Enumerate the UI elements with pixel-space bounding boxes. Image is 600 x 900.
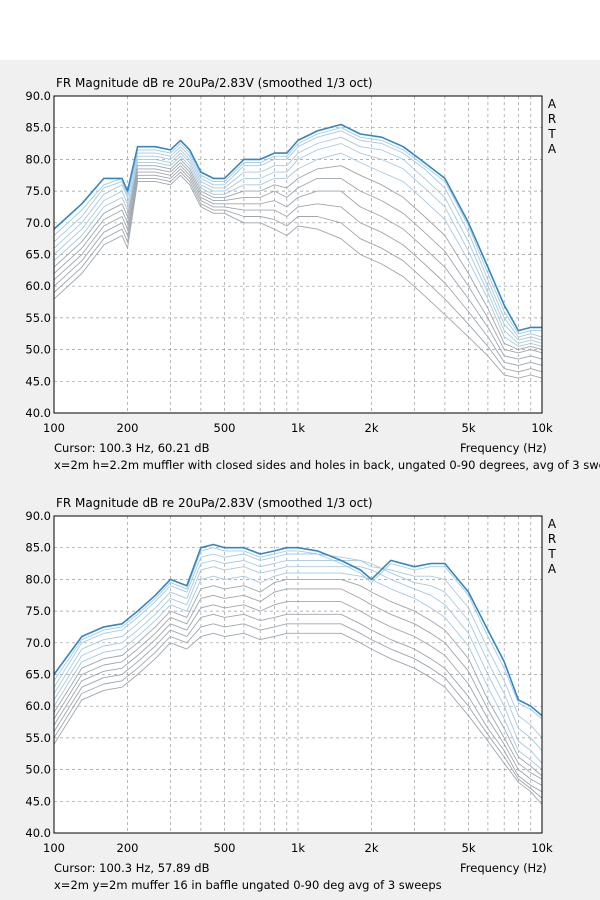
x-axis-label: Frequency (Hz)	[460, 441, 547, 455]
y-tick-label: 70.0	[25, 216, 51, 230]
x-tick-label: 200	[117, 841, 139, 855]
plot-frame	[53, 95, 543, 414]
series-line	[53, 162, 543, 354]
cursor-readout: Cursor: 100.3 Hz, 57.89 dB	[54, 861, 210, 875]
y-tick-label: 85.0	[25, 121, 51, 135]
chart-panel-1: FR Magnitude dB re 20uPa/2.83V (smoothed…	[0, 60, 600, 480]
series-line	[53, 168, 543, 366]
x-tick-label: 100	[43, 841, 65, 855]
x-tick-label: 2k	[365, 421, 379, 435]
y-tick-label: 40.0	[25, 826, 51, 840]
brand-letter: R	[547, 112, 557, 126]
x-tick-label: 2k	[365, 841, 379, 855]
series-line	[53, 123, 542, 332]
y-tick-label: 70.0	[25, 636, 51, 650]
series-line	[53, 613, 543, 793]
y-tick-label: 55.0	[25, 311, 51, 325]
y-tick-label: 50.0	[25, 763, 51, 777]
chart-caption: x=2m y=2m muffer 16 in baffle ungated 0-…	[54, 878, 442, 892]
series-line	[53, 143, 543, 344]
y-tick-label: 45.0	[25, 374, 51, 388]
y-tick-label: 90.0	[25, 509, 51, 523]
y-tick-label: 65.0	[25, 668, 51, 682]
y-tick-label: 55.0	[25, 731, 51, 745]
y-tick-label: 75.0	[25, 604, 51, 618]
brand-letter: A	[547, 142, 557, 156]
series-line	[53, 152, 543, 347]
plot-area: 90.0 85.0 80.0 75.0 70.0 65.0 60.0 55.0 50.0 45.0…	[25, 89, 553, 435]
series-line	[53, 543, 543, 717]
y-tick-label: 65.0	[25, 248, 51, 262]
y-tick-label: 60.0	[25, 699, 51, 713]
series-line	[53, 130, 543, 338]
y-tick-label: 85.0	[25, 541, 51, 555]
brand-letter: A	[547, 517, 557, 531]
series-line	[53, 566, 543, 764]
series-line	[53, 578, 543, 777]
series-line	[53, 547, 543, 720]
x-axis-label: Frequency (Hz)	[460, 861, 547, 875]
x-tick-label: 200	[117, 421, 139, 435]
y-tick-label: 75.0	[25, 184, 51, 198]
brand-letter: A	[547, 97, 557, 111]
x-tick-label: 500	[214, 421, 236, 435]
chart-caption: x=2m h=2.2m muffler with closed sides an…	[54, 458, 600, 472]
series-line	[53, 601, 543, 786]
brand-letter: T	[548, 127, 556, 141]
x-tick-label: 1k	[291, 841, 305, 855]
series-line	[53, 553, 543, 739]
y-tick-label: 40.0	[25, 406, 51, 420]
series-line	[53, 559, 543, 751]
arta-brand: A R T A	[547, 517, 557, 577]
series-line	[53, 165, 543, 360]
series-line	[53, 136, 543, 341]
chart-panel-2: FR Magnitude dB re 20uPa/2.83V (smoothed…	[0, 480, 600, 900]
x-tick-label: 500	[214, 841, 236, 855]
chart-title: FR Magnitude dB re 20uPa/2.83V (smoothed…	[56, 76, 373, 90]
plot-frame	[53, 515, 543, 834]
x-tick-label: 5k	[462, 841, 476, 855]
brand-letter: T	[548, 547, 556, 561]
y-tick-label: 50.0	[25, 343, 51, 357]
y-tick-label: 80.0	[25, 572, 51, 586]
x-tick-label: 1k	[291, 421, 305, 435]
series-line	[53, 158, 543, 351]
y-tick-label: 60.0	[25, 279, 51, 293]
y-tick-label: 45.0	[25, 794, 51, 808]
x-tick-label: 5k	[462, 421, 476, 435]
series-line	[53, 588, 543, 780]
brand-letter: R	[547, 532, 557, 546]
series-line	[53, 171, 543, 373]
y-tick-label: 90.0	[25, 89, 51, 103]
x-tick-label: 10k	[531, 421, 553, 435]
series-line	[53, 572, 543, 770]
series-line	[53, 623, 543, 799]
chart-title: FR Magnitude dB re 20uPa/2.83V (smoothed…	[56, 496, 373, 510]
plot-area: 90.0 85.0 80.0 75.0 70.0 65.0 60.0 55.0 50.0 45.0…	[25, 509, 553, 855]
x-tick-label: 10k	[531, 841, 553, 855]
series-line	[53, 632, 543, 805]
x-tick-label: 100	[43, 421, 65, 435]
arta-brand: A R T A	[547, 97, 557, 157]
y-tick-label: 80.0	[25, 152, 51, 166]
brand-letter: A	[547, 562, 557, 576]
series-line	[53, 174, 543, 379]
cursor-readout: Cursor: 100.3 Hz, 60.21 dB	[54, 441, 210, 455]
